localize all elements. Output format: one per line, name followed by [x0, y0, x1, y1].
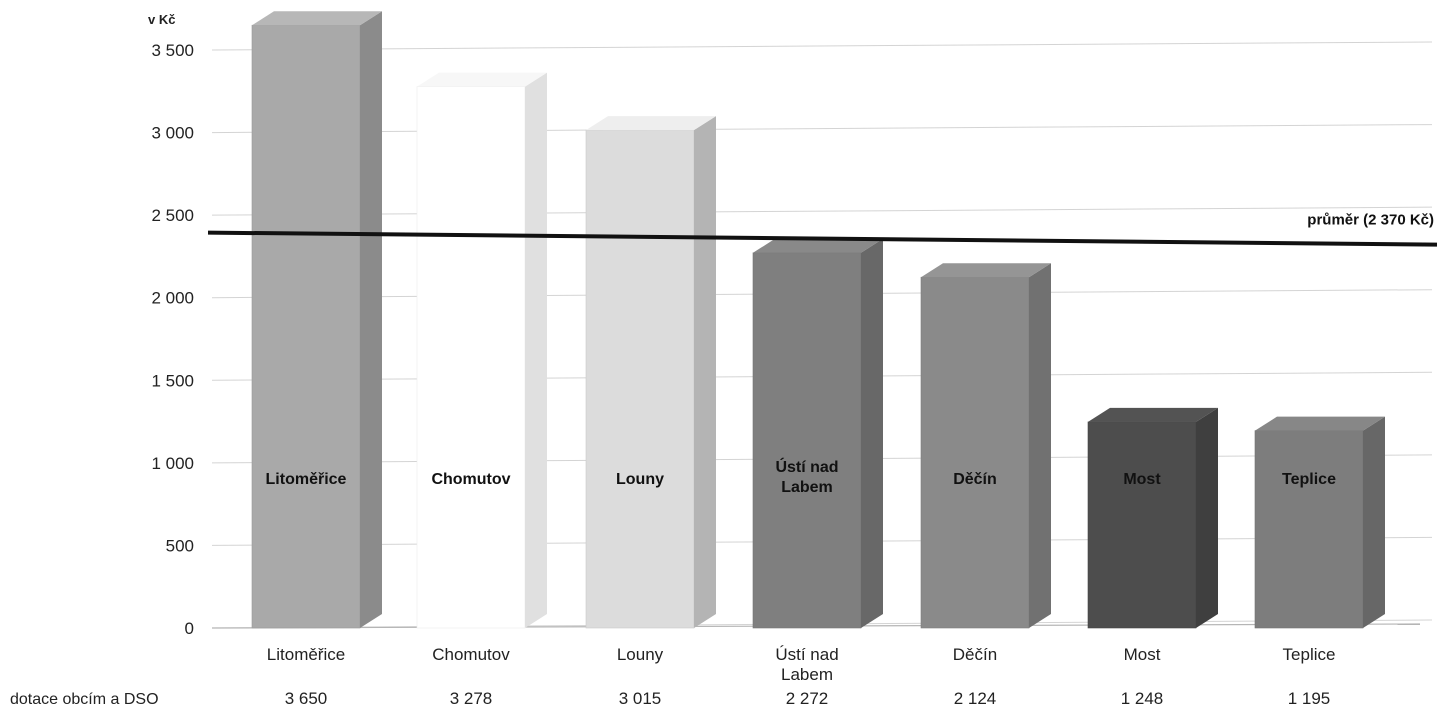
x-category-label: Chomutov: [432, 645, 510, 664]
bar-side: [1196, 407, 1218, 628]
bar-front: [416, 86, 526, 629]
bar-front: [752, 252, 862, 629]
bar-inside-label-line: Labem: [781, 479, 833, 496]
bar-top: [252, 11, 382, 26]
bar-front: [251, 24, 361, 629]
bar-top: [1255, 416, 1385, 431]
bar-top: [1088, 407, 1218, 422]
data-value-label: 2 272: [786, 689, 829, 708]
bar-inside-label: Teplice: [1282, 471, 1336, 488]
bar-inside-label: Děčín: [953, 471, 997, 488]
category-labels: Litoměřice Chomutov Louny Ústí nad Labem Děčí…: [267, 645, 1336, 684]
bar-front: [1087, 421, 1197, 629]
y-tick-label: 1 000: [151, 454, 194, 473]
bar-side: [1029, 263, 1051, 628]
x-category-label-line: Ústí nad: [775, 645, 838, 664]
bar-side: [525, 72, 547, 628]
bar: [251, 11, 382, 629]
bar-top: [921, 263, 1051, 278]
x-category-label-line: Labem: [781, 665, 833, 684]
gridline: [211, 41, 1433, 51]
x-category-label: Most: [1124, 645, 1161, 664]
x-category-label: Ústí nad Labem: [775, 645, 838, 684]
bar-inside-label-line: Litoměřice: [266, 471, 347, 488]
y-tick-label: 3 000: [151, 124, 194, 143]
x-category-label: Teplice: [1283, 645, 1336, 664]
bar-inside-label-line: Chomutov: [431, 471, 510, 488]
bar: [1087, 407, 1218, 629]
y-tick-label: 2 000: [151, 289, 194, 308]
gridline: [211, 206, 1433, 216]
bar: [1254, 416, 1385, 629]
y-tick-label: 0: [185, 619, 194, 638]
x-category-label-line: Děčín: [953, 645, 997, 664]
bar-front: [1254, 430, 1364, 629]
x-category-label-line: Most: [1124, 645, 1161, 664]
data-value-label: 1 248: [1121, 689, 1164, 708]
bar: [752, 238, 883, 629]
bar-inside-label-line: Louny: [616, 471, 664, 488]
bar-side: [694, 116, 716, 628]
bar-side: [1363, 416, 1385, 628]
x-category-label: Děčín: [953, 645, 997, 664]
bar-side: [861, 238, 883, 629]
x-category-label: Louny: [617, 645, 664, 664]
x-category-label-line: Chomutov: [432, 645, 510, 664]
bar-inside-label-line: Teplice: [1282, 471, 1336, 488]
bar-front: [920, 276, 1030, 629]
y-tick-label: 1 500: [151, 371, 194, 390]
y-tick-label: 2 500: [151, 206, 194, 225]
bars: Litoměřice Chomutov Louny Ústí nad Labem Děčí…: [251, 11, 1385, 629]
x-category-label-line: Teplice: [1283, 645, 1336, 664]
y-tick-label: 500: [166, 536, 194, 555]
bar-front: [585, 129, 695, 629]
bar-inside-label-line: Most: [1123, 471, 1161, 488]
data-value-label: 2 124: [954, 689, 997, 708]
bar-inside-label: Most: [1123, 471, 1161, 488]
x-category-label-line: Litoměřice: [267, 645, 345, 664]
bar-side: [360, 11, 382, 628]
bar-inside-label: Ústí nad Labem: [775, 457, 838, 496]
bar-top: [417, 72, 547, 87]
bar-top: [586, 116, 716, 131]
bar-top: [753, 238, 883, 253]
data-value-label: 3 015: [619, 689, 662, 708]
x-category-label-line: Louny: [617, 645, 664, 664]
bar-inside-label-line: Děčín: [953, 471, 997, 488]
data-value-label: 1 195: [1288, 689, 1331, 708]
average-line-group: průměr (2 370 Kč): [207, 212, 1437, 247]
average-line: [207, 230, 1437, 247]
y-unit-label: v Kč: [148, 12, 175, 27]
gridline: [211, 124, 1433, 134]
bar-inside-label: Litoměřice: [266, 471, 347, 488]
data-row-label: dotace obcím a DSO: [10, 691, 159, 708]
bar-inside-label: Louny: [616, 471, 664, 488]
average-label: průměr (2 370 Kč): [1307, 212, 1434, 229]
bar-inside-label: Chomutov: [431, 471, 510, 488]
bar: [920, 263, 1051, 629]
bar: [416, 72, 547, 629]
data-table-row: dotace obcím a DSO 3 650 3 278 3 015 2 272 2…: [10, 689, 1330, 708]
y-axis: v Kč 0 500 1 000 1 500 2 000 2 500 3 000 3 500: [148, 12, 194, 638]
bar-inside-label-line: Ústí nad: [775, 457, 838, 476]
data-value-label: 3 650: [285, 689, 328, 708]
data-value-label: 3 278: [450, 689, 493, 708]
x-category-label: Litoměřice: [267, 645, 345, 664]
y-tick-label: 3 500: [151, 41, 194, 60]
bar: [585, 116, 716, 629]
